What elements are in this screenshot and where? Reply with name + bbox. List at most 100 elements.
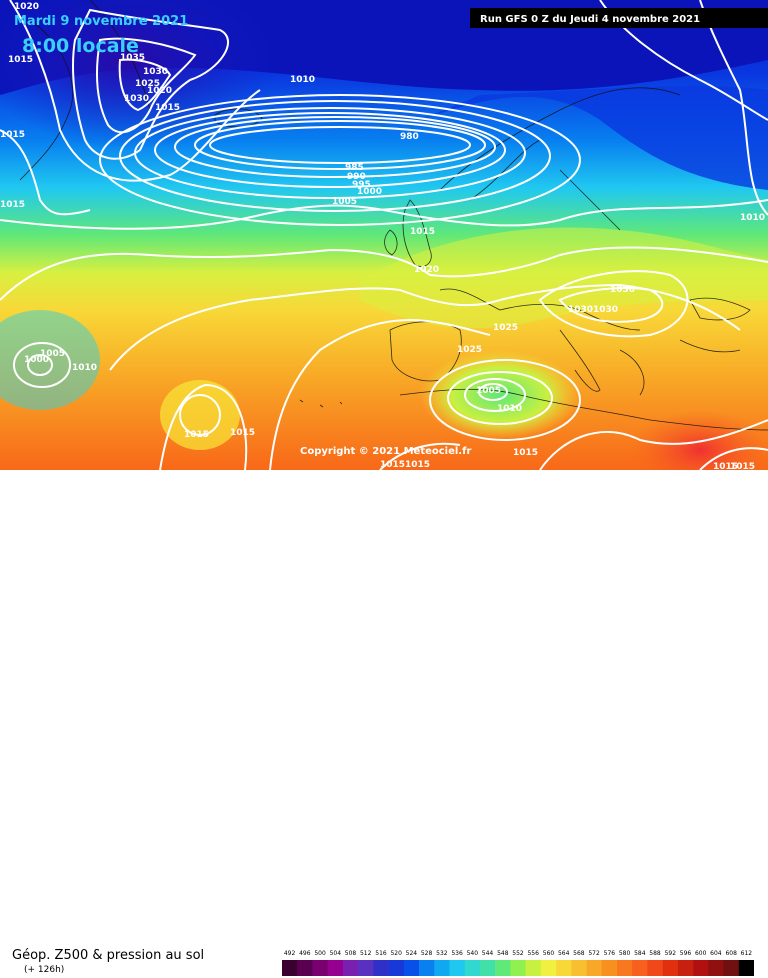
scale-label: 572 (588, 950, 600, 957)
scale-label: 560 (543, 950, 555, 957)
scale-swatch (495, 960, 511, 976)
isobar-lines (0, 0, 768, 470)
scale-label: 584 (634, 950, 646, 957)
scale-swatch (388, 960, 405, 976)
scale-label: 608 (725, 950, 737, 957)
scale-swatch (342, 960, 359, 976)
scale-label: 492 (284, 950, 296, 957)
forecast-time: 8:00 locale (22, 35, 139, 57)
isobar-label: 1015 (155, 103, 180, 113)
scale-swatch (434, 960, 450, 976)
scale-label: 588 (649, 950, 661, 957)
scale-label: 504 (330, 950, 342, 957)
scale-label: 576 (604, 950, 616, 957)
isobar-label: 1000 (357, 187, 382, 197)
map-title: Géop. Z500 & pression au sol (12, 948, 205, 963)
isobar-label: 1005 (40, 349, 65, 359)
isobar-label: 985 (345, 163, 364, 173)
copyright: Copyright © 2021 Meteociel.fr (300, 446, 471, 457)
isobar-label: 1020 (14, 2, 39, 12)
footer: Géop. Z500 & pression au sol (+ 126h) 49… (0, 470, 768, 976)
isobar-label: 1025 (135, 79, 160, 89)
isobar-label: 1005 (332, 197, 357, 207)
run-info-box (470, 8, 768, 28)
scale-label: 568 (573, 950, 585, 957)
scale-label: 500 (314, 950, 326, 957)
isobar-label: 1010 (497, 404, 522, 414)
scale-swatch (723, 960, 739, 976)
coastlines (19, 0, 768, 431)
isobar-label: 1015 (0, 130, 25, 140)
scale-swatch (282, 960, 298, 976)
color-scale: 492 496 500 504 508 512 516 520 524 528 532 536 540 5… (282, 950, 754, 976)
isobar-label: 1015 (405, 460, 430, 470)
scale-swatch (327, 960, 344, 976)
isobar-label: 1015 (230, 428, 255, 438)
forecast-date: Mardi 9 novembre 2021 (14, 14, 188, 29)
isobar-label: 990 (347, 172, 366, 182)
scale-swatch (464, 960, 481, 976)
scale-label: 592 (665, 950, 677, 957)
scale-label: 564 (558, 950, 570, 957)
scale-swatch (449, 960, 465, 976)
scale-swatch (738, 960, 754, 976)
isobar-label: 1020 (147, 86, 172, 96)
scale-swatch (708, 960, 724, 976)
scale-swatch (601, 960, 618, 976)
scale-swatch (693, 960, 709, 976)
isobar-labels: 1020 1015 1035 1030 1025 1020 1030 1015 … (0, 2, 765, 470)
isobar-label: 1015 (0, 200, 25, 210)
isobar-label: 980 (400, 132, 419, 142)
scale-label: 536 (451, 950, 463, 957)
isobar-label: 1005 (476, 386, 501, 396)
scale-label: 524 (406, 950, 418, 957)
isobar-label: 1025 (457, 345, 482, 355)
scale-label: 600 (695, 950, 707, 957)
isobar-label: 1010 (290, 75, 315, 85)
isobar-label: 1030 (568, 305, 593, 315)
scale-swatch (571, 960, 587, 976)
scale-label: 532 (436, 950, 448, 957)
weather-map: 1020 1015 1035 1030 1025 1020 1030 1015 … (0, 0, 768, 470)
isobar-label: 1015 (513, 448, 538, 458)
run-info: Run GFS 0 Z du Jeudi 4 novembre 2021 (480, 14, 700, 25)
scale-swatch (312, 960, 328, 976)
scale-label: 528 (421, 950, 433, 957)
scale-label: 612 (741, 950, 753, 957)
map-subtitle: (+ 126h) (24, 965, 65, 975)
scale-swatch (525, 960, 542, 976)
scale-swatch (617, 960, 633, 976)
isobar-label: 1010 (740, 213, 765, 223)
isobar-label: 1030 (143, 67, 168, 77)
scale-swatch (540, 960, 557, 976)
isobar-label: 1020 (414, 265, 439, 275)
scale-swatch (632, 960, 648, 976)
scale-swatch (403, 960, 420, 976)
isobar-label: 1030 (610, 285, 635, 295)
scale-swatch (419, 960, 435, 976)
scale-label: 604 (710, 950, 722, 957)
scale-swatch (556, 960, 572, 976)
isobar-label: 1025 (493, 323, 518, 333)
isobar-label: 1015 (380, 460, 405, 470)
geopotential-field (0, 0, 768, 470)
isobar-label: 1035 (120, 53, 145, 63)
scale-label: 516 (375, 950, 387, 957)
scale-label: 508 (345, 950, 357, 957)
scale-label: 580 (619, 950, 631, 957)
isobar-label: 1015 (410, 227, 435, 237)
scale-label: 556 (527, 950, 539, 957)
scale-swatch (358, 960, 374, 976)
isobar-label: 1030 (593, 305, 618, 315)
scale-label: 520 (390, 950, 402, 957)
isobar-label: 1030 (124, 94, 149, 104)
scale-label: 544 (482, 950, 494, 957)
scale-swatch (479, 960, 496, 976)
scale-label: 552 (512, 950, 524, 957)
isobar-label: 1015 (8, 55, 33, 65)
scale-label: 512 (360, 950, 372, 957)
scale-label: 540 (467, 950, 479, 957)
scale-swatch (677, 960, 694, 976)
scale-swatch (586, 960, 602, 976)
isobar-label: 1010 (72, 363, 97, 373)
